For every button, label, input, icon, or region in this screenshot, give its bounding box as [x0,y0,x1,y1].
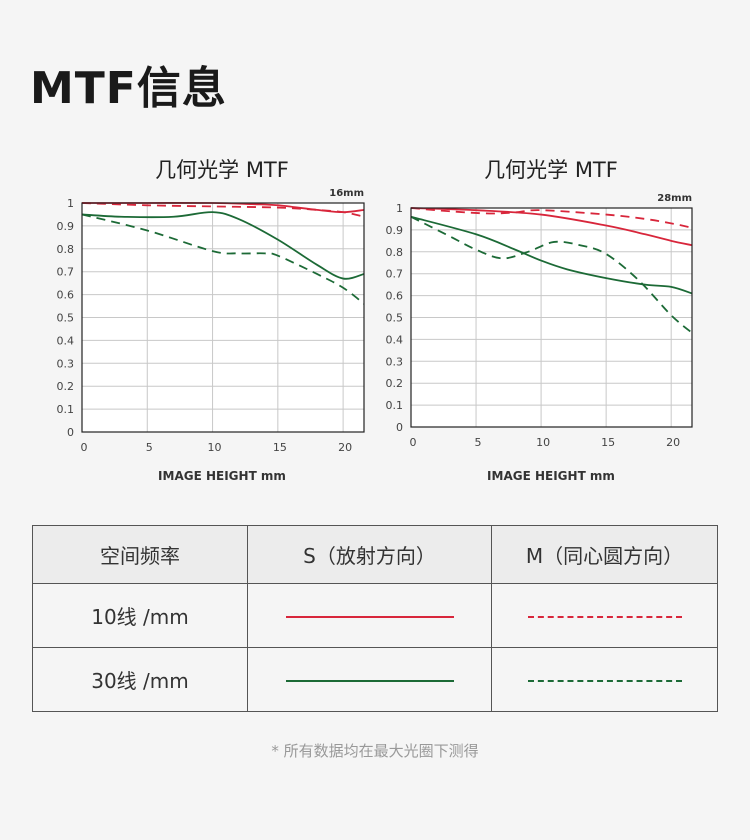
header-s: S（放射方向） [247,525,492,584]
y-tick-label: 0.9 [386,224,404,237]
y-tick-label: 0 [67,426,74,439]
header-frequency: 空间频率 [32,525,248,584]
x-tick-label: 15 [601,436,615,449]
x-axis-label: IMAGE HEIGHT mm [158,469,286,483]
chart-title: 几何光学 MTF [155,158,289,182]
y-tick-label: 0.7 [386,268,404,281]
y-tick-label: 0.7 [57,266,75,279]
plot-frame [81,202,365,433]
table-row: 10线 /mm [32,583,718,648]
mtf-charts: 00.10.20.30.40.50.60.70.80.910 5 10 15 20几何光… [57,158,693,483]
x-tick-label: 0 [410,436,417,449]
x-tick-label: 15 [273,441,287,454]
row-label: 10线 /mm [32,583,248,648]
focal-length-label: 16mm [329,188,364,199]
y-tick-label: 1 [396,202,403,215]
y-tick-label: 0.8 [386,246,404,259]
dashed-green-line [527,680,682,682]
focal-length-label: 28mm [657,193,692,204]
dashed-red-line [527,616,682,618]
solid-green-line [285,680,454,682]
y-tick-label: 0.1 [57,403,75,416]
y-tick-label: 0.5 [57,312,75,325]
page-title: MTF信息 [30,63,227,114]
header-m: M（同心圆方向） [491,525,718,584]
y-tick-label: 0.1 [386,399,404,412]
y-tick-label: 0.5 [386,312,404,325]
table-row: 30线 /mm [32,647,718,712]
y-tick-label: 0.2 [386,377,404,390]
cell-m10 [491,583,718,648]
cell-m30 [491,647,718,712]
series-line-m30 [410,215,693,334]
y-tick-label: 0.6 [386,290,404,303]
y-tick-label: 0.3 [57,357,75,370]
series-line-m10 [81,202,365,218]
x-tick-label: 5 [146,441,153,454]
x-tick-label: 10 [536,436,550,449]
footnote: * 所有数据均在最大光圈下测得 [271,742,479,760]
y-tick-label: 0.3 [386,355,404,368]
y-tick-label: 0 [396,421,403,434]
y-tick-label: 0.8 [57,243,75,256]
y-tick-label: 0.4 [386,333,404,346]
x-tick-label: 20 [666,436,680,449]
series-line-s30 [410,215,693,295]
series-line-m30 [81,213,365,305]
cell-s30 [247,647,492,712]
x-tick-label: 5 [475,436,482,449]
x-tick-label: 20 [338,441,352,454]
x-tick-label: 10 [208,441,222,454]
y-tick-label: 0.6 [57,289,75,302]
x-tick-label: 0 [81,441,88,454]
series-line-s10 [410,207,693,247]
y-tick-label: 0.9 [57,220,75,233]
series-line-s30 [81,211,365,280]
y-tick-label: 0.2 [57,380,75,393]
y-tick-label: 0.4 [57,334,75,347]
chart-title: 几何光学 MTF [484,158,618,182]
table-header-row: 空间频率 S（放射方向） M（同心圆方向） [32,525,718,584]
row-label: 30线 /mm [32,647,248,712]
solid-red-line [285,616,454,618]
cell-s10 [247,583,492,648]
series-line-m10 [410,207,693,229]
y-tick-label: 1 [67,197,74,210]
x-axis-label: IMAGE HEIGHT mm [487,469,615,483]
legend-table: 空间频率 S（放射方向） M（同心圆方向） 10线 /mm 30线 /mm [32,525,718,712]
plot-frame [410,207,693,428]
